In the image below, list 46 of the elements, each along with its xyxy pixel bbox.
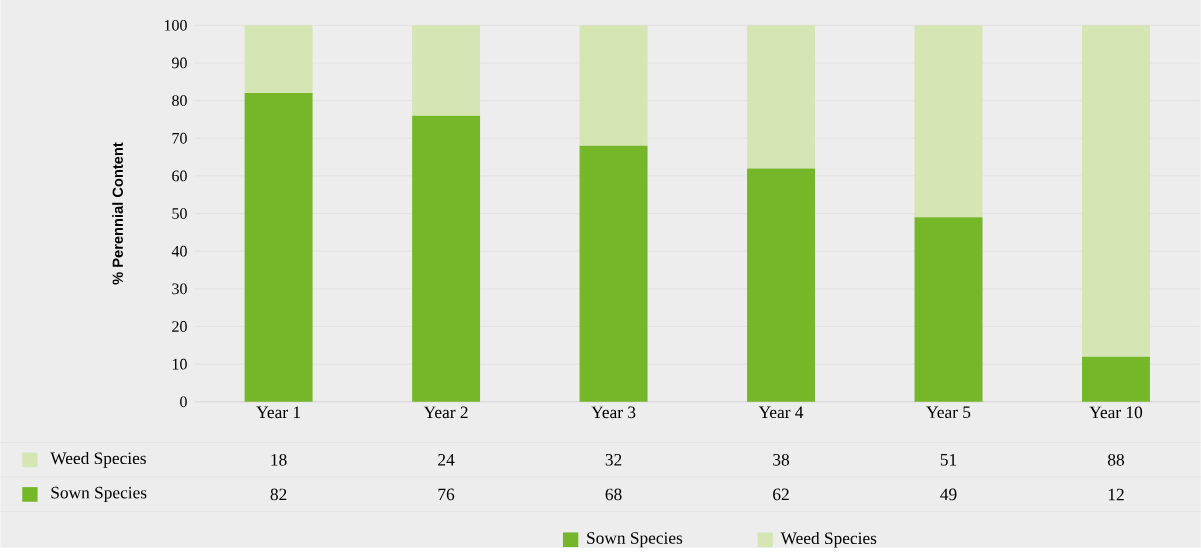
data-label: 18 bbox=[271, 453, 287, 466]
y-tick-label: 70 bbox=[172, 132, 187, 144]
text: Weed Species bbox=[780, 531, 877, 548]
data-label: 88 bbox=[1108, 453, 1125, 466]
bar bbox=[747, 168, 816, 402]
x-tick-label: Year 2 bbox=[423, 406, 468, 419]
x-tick-label: Year 3 bbox=[591, 406, 636, 419]
data-label: 62 bbox=[773, 488, 789, 501]
data-label: 49 bbox=[940, 488, 957, 501]
bar bbox=[1082, 356, 1150, 402]
y-tick-label: 20 bbox=[172, 321, 187, 332]
bar bbox=[914, 25, 983, 218]
bar bbox=[1082, 25, 1150, 357]
y-tick-label: 50 bbox=[172, 208, 187, 219]
bar bbox=[244, 25, 313, 94]
x-tick-label: Year 4 bbox=[758, 406, 804, 419]
bar bbox=[412, 115, 481, 402]
y-tick-label: 100 bbox=[164, 19, 187, 31]
legend-label: Weed Species bbox=[50, 451, 146, 468]
bar bbox=[914, 217, 983, 402]
x-tick-label: Year 5 bbox=[926, 406, 971, 419]
bar bbox=[747, 25, 816, 169]
data-label: 24 bbox=[438, 454, 455, 466]
bar bbox=[579, 145, 648, 402]
data-label: 76 bbox=[438, 488, 455, 501]
bar bbox=[244, 93, 313, 402]
y-tick-label: 30 bbox=[172, 283, 187, 295]
bar bbox=[579, 25, 648, 146]
data-label: 38 bbox=[773, 453, 790, 466]
x-tick-label: Year 1 bbox=[256, 406, 301, 419]
y-axis-title: % Perennial Content bbox=[112, 142, 123, 285]
data-label: 32 bbox=[605, 453, 622, 466]
text: Sown Species bbox=[587, 532, 683, 548]
data-label: 82 bbox=[270, 488, 287, 501]
y-tick-label: 10 bbox=[172, 358, 187, 370]
y-tick-label: 0 bbox=[180, 396, 187, 408]
y-tick-label: 60 bbox=[172, 170, 187, 182]
y-tick-label: 90 bbox=[172, 57, 187, 69]
x-tick-label: Year 10 bbox=[1089, 406, 1143, 419]
y-tick-label: 80 bbox=[172, 95, 187, 106]
data-label: 68 bbox=[605, 488, 622, 501]
y-tick-label: 40 bbox=[171, 245, 187, 257]
legend-label: Sown Species bbox=[51, 486, 147, 502]
bar bbox=[412, 25, 481, 116]
data-label: 51 bbox=[940, 453, 957, 466]
data-label: 12 bbox=[1108, 488, 1124, 501]
